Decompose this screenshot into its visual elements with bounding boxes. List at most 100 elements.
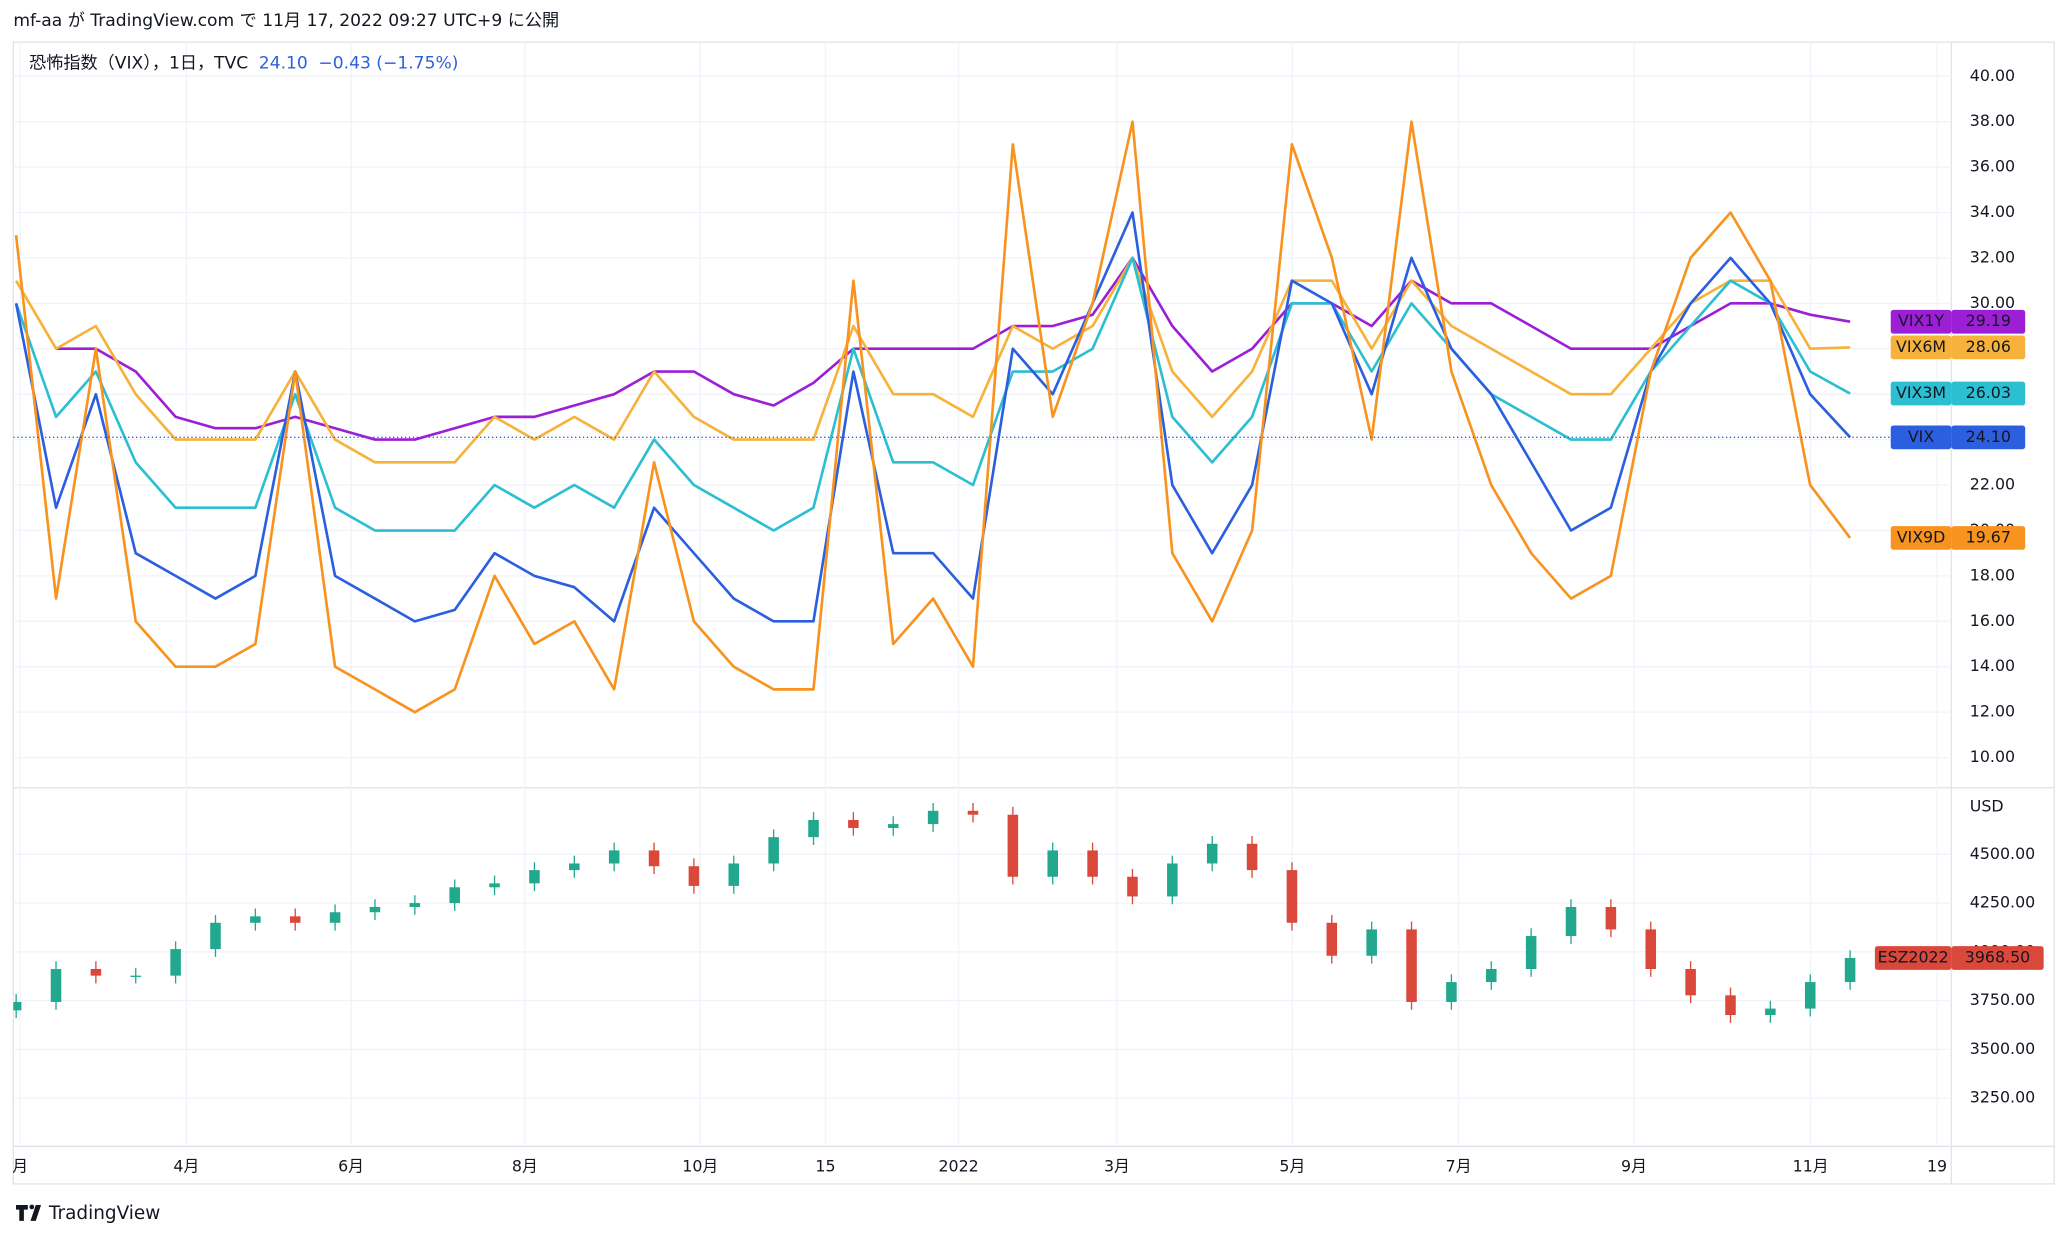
badge-name-box: [1890, 526, 1952, 550]
badge-value-box: [1951, 381, 2026, 406]
badge-name: VIX: [1908, 427, 1934, 446]
candle-body: [409, 903, 421, 907]
candle-body: [688, 866, 700, 886]
candle-body: [1605, 906, 1617, 930]
candle-body: [1047, 850, 1058, 877]
candle-body: [1286, 870, 1298, 923]
candle-body: [130, 975, 142, 977]
x-tick-label: 7月: [1446, 1156, 1472, 1175]
badge-name-box: [1890, 335, 1952, 360]
badge-value: 28.06: [1966, 337, 2011, 356]
x-tick-label: 19: [1927, 1156, 1947, 1175]
vix-pane: [13, 120, 1952, 714]
candle-body: [1406, 929, 1417, 1002]
candle-body: [1167, 863, 1178, 897]
candle-body: [90, 969, 102, 976]
chart-frame: [12, 41, 2055, 1185]
y-tick-label: 3250.00: [1970, 1088, 2035, 1107]
candle-body: [768, 837, 779, 864]
badge-name: VIX3M: [1896, 383, 1946, 402]
x-tick-label: 4月: [173, 1156, 199, 1175]
footer-brand: TradingView: [48, 1203, 160, 1224]
candle-body: [608, 850, 620, 864]
badge-value: 24.10: [1966, 427, 2011, 446]
candle-body: [927, 810, 939, 825]
candle-body: [529, 870, 540, 884]
legend: 恐怖指数（VIX），1日，TVC 24.10 −0.43 (−1.75%): [29, 53, 458, 73]
y-tick-label: 34.00: [1970, 202, 2015, 221]
badge-name-box: [1890, 425, 1952, 450]
candle-body: [1565, 906, 1577, 937]
candle-body: [808, 819, 819, 838]
badge-value-box: [1951, 425, 2026, 450]
y-tick-label: 38.00: [1970, 111, 2015, 130]
x-tick-label: 11月: [1793, 1156, 1829, 1175]
y-unit-label: USD: [1970, 796, 2004, 815]
candle-body: [1804, 982, 1816, 1009]
badge-name-box: [1890, 381, 1952, 406]
candle-body: [887, 824, 899, 828]
x-tick-label: 3月: [1104, 1156, 1130, 1175]
badge-name: VIX1Y: [1898, 311, 1944, 330]
series-line: [14, 211, 1852, 623]
legend-last: 24.10: [259, 53, 308, 73]
candle-body: [1007, 814, 1019, 877]
badge-value-box: [1951, 335, 2026, 360]
y-tick-label: 4500.00: [1970, 844, 2035, 863]
badge-value: 29.19: [1966, 311, 2011, 330]
candle-body: [569, 863, 580, 871]
candle-body: [848, 819, 859, 828]
candle-body: [648, 850, 660, 867]
candle-body: [728, 863, 740, 886]
badge-name-box: [1874, 946, 1952, 970]
candle-body: [210, 922, 221, 950]
y-tick-label: 18.00: [1970, 565, 2015, 584]
grid: [13, 42, 1952, 1145]
candle-body: [489, 883, 500, 888]
candle-body: [1685, 969, 1696, 996]
y-tick-label: 32.00: [1970, 247, 2015, 266]
badge-value-box: [1951, 309, 2026, 334]
y-tick-label: 3750.00: [1970, 990, 2035, 1009]
candle-body: [369, 906, 381, 913]
candle-body: [13, 1001, 22, 1011]
y-tick-label: 4250.00: [1970, 893, 2035, 912]
candle-body: [170, 949, 181, 976]
candle-body: [1525, 936, 1537, 970]
publish-header: mf-aa が TradingView.com で 11月 17, 2022 0…: [13, 11, 559, 31]
x-tick-label: 6月: [338, 1156, 364, 1175]
candle-body: [1725, 995, 1736, 1016]
candle-body: [1366, 929, 1377, 956]
candle-body: [1127, 876, 1138, 897]
candle-body: [1645, 929, 1657, 970]
x-tick-label: 9月: [1621, 1156, 1647, 1175]
legend-symbol: 恐怖指数（VIX），1日，TVC: [29, 53, 248, 73]
badge-value: 19.67: [1966, 527, 2011, 546]
badge-name-box: [1890, 309, 1952, 334]
legend-change: −0.43 (−1.75%): [318, 53, 458, 73]
x-tick-label: 15: [815, 1156, 835, 1175]
candle-body: [1486, 969, 1497, 983]
y-tick-label: 40.00: [1970, 66, 2015, 85]
candle-body: [1765, 1008, 1776, 1016]
y-tick-label: 16.00: [1970, 611, 2015, 630]
series-line: [14, 256, 1851, 532]
y-tick-label: 30.00: [1970, 293, 2015, 312]
x-tick-label: 8月: [512, 1156, 538, 1175]
candle-body: [289, 916, 301, 923]
x-tick-label: 10月: [682, 1156, 718, 1175]
x-tick-label: 2022: [939, 1156, 979, 1175]
candle-body: [967, 810, 979, 815]
tradingview-logo: TradingView: [15, 1203, 160, 1224]
y-tick-label: 10.00: [1970, 747, 2015, 766]
candle-body: [50, 969, 62, 1002]
logo-mark: [15, 1204, 42, 1221]
x-tick-label: 5月: [1279, 1156, 1305, 1175]
candle-body: [1446, 982, 1457, 1002]
badge-name: VIX9D: [1897, 527, 1946, 546]
candle-body: [449, 887, 460, 904]
badge-value: 26.03: [1966, 383, 2011, 402]
candle-body: [329, 912, 341, 923]
series-line: [14, 120, 1852, 714]
